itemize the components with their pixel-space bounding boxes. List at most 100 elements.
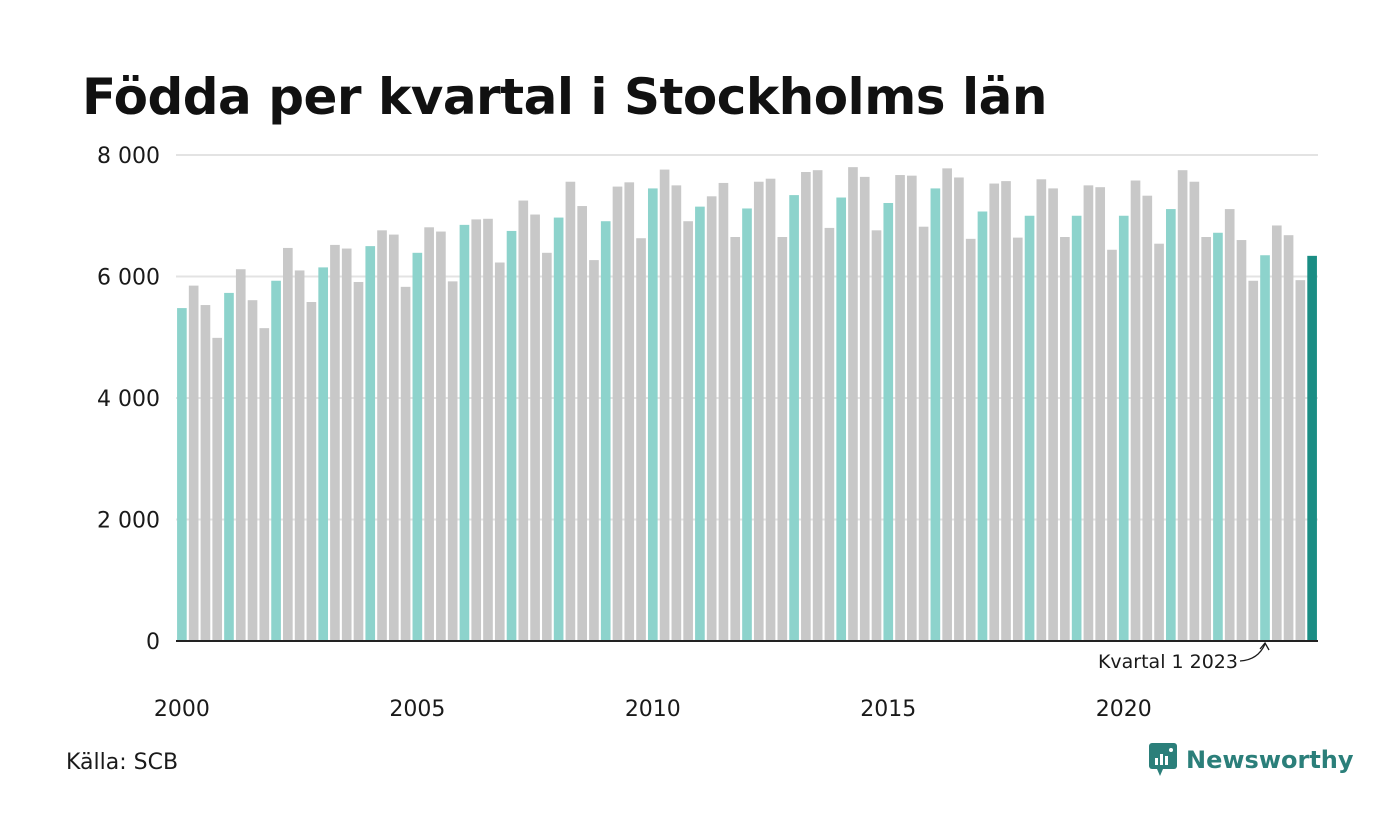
bar bbox=[1071, 215, 1082, 641]
x-tick-label: 2015 bbox=[860, 697, 916, 722]
bar bbox=[1083, 185, 1094, 641]
x-tick-label: 2005 bbox=[389, 697, 445, 722]
bar bbox=[494, 262, 505, 641]
bar bbox=[330, 244, 340, 641]
bar bbox=[1248, 280, 1259, 641]
bar bbox=[506, 230, 517, 641]
bar bbox=[906, 175, 917, 641]
bar bbox=[424, 227, 434, 642]
y-tick-label: 4 000 bbox=[97, 387, 160, 412]
bar bbox=[1201, 237, 1211, 641]
bar bbox=[471, 219, 482, 641]
y-tick-label: 8 000 bbox=[97, 144, 160, 169]
bar bbox=[447, 281, 458, 641]
bars bbox=[177, 167, 1317, 642]
bar bbox=[247, 300, 258, 641]
bar bbox=[271, 280, 281, 641]
bar bbox=[377, 230, 387, 641]
bar bbox=[883, 202, 894, 641]
bar bbox=[824, 227, 835, 641]
bar bbox=[659, 169, 670, 641]
bar bbox=[306, 302, 317, 641]
bar bbox=[836, 197, 847, 641]
bar bbox=[848, 167, 858, 641]
bar bbox=[930, 188, 941, 641]
bar bbox=[777, 237, 788, 641]
bar bbox=[1189, 181, 1200, 642]
bar bbox=[1118, 215, 1129, 641]
bar bbox=[212, 337, 223, 641]
bar bbox=[1260, 255, 1270, 642]
bar bbox=[1107, 249, 1117, 641]
bar bbox=[1048, 188, 1058, 641]
bar bbox=[789, 195, 799, 641]
bar bbox=[918, 226, 929, 641]
bar bbox=[624, 182, 635, 641]
x-tick-label: 2020 bbox=[1096, 697, 1152, 722]
bar bbox=[1154, 243, 1164, 641]
bar bbox=[600, 221, 611, 641]
brand-name: Newsworthy bbox=[1186, 746, 1354, 774]
y-tick-label: 0 bbox=[146, 630, 160, 655]
bar bbox=[283, 247, 293, 641]
bar bbox=[483, 218, 493, 641]
bar bbox=[318, 267, 328, 641]
bar bbox=[954, 177, 964, 642]
newsworthy-logo-icon bbox=[1149, 743, 1177, 776]
bar bbox=[1213, 232, 1223, 641]
bar bbox=[259, 328, 270, 641]
bar bbox=[365, 246, 376, 641]
bar bbox=[577, 206, 588, 641]
bar bbox=[518, 200, 529, 641]
bar bbox=[200, 305, 211, 641]
bar bbox=[742, 208, 752, 641]
brand[interactable]: Newsworthy bbox=[1148, 742, 1354, 778]
bar bbox=[612, 186, 623, 641]
bar bbox=[671, 185, 682, 641]
bar bbox=[1024, 215, 1035, 641]
bar bbox=[553, 217, 564, 641]
annotation-arrowhead bbox=[1259, 641, 1270, 651]
bar bbox=[565, 181, 576, 642]
bar-chart: 0 2 000 4 000 6 000 8 000 2000 2005 2010 2015 202… bbox=[97, 144, 1318, 722]
bar bbox=[636, 238, 646, 642]
bar bbox=[706, 196, 717, 641]
bar bbox=[1036, 179, 1047, 642]
source-label: Källa: SCB bbox=[66, 750, 179, 775]
bar bbox=[871, 230, 882, 641]
bar bbox=[1130, 180, 1141, 641]
bar bbox=[177, 308, 187, 641]
bar bbox=[812, 170, 823, 641]
bar bbox=[400, 286, 411, 641]
bar bbox=[942, 168, 952, 642]
y-tick-label: 2 000 bbox=[97, 509, 160, 534]
bar bbox=[224, 292, 234, 641]
bar bbox=[459, 224, 470, 642]
bar bbox=[1283, 235, 1294, 641]
bar bbox=[235, 269, 246, 641]
bar bbox=[895, 175, 905, 642]
bar bbox=[965, 238, 976, 641]
bar bbox=[1095, 187, 1106, 641]
bar bbox=[436, 231, 446, 642]
bar bbox=[718, 182, 729, 641]
bar bbox=[294, 270, 305, 641]
bar bbox=[1224, 209, 1235, 641]
bar bbox=[589, 260, 599, 641]
bar bbox=[695, 206, 705, 641]
bar bbox=[412, 252, 423, 641]
annotation-label: Kvartal 1 2023 bbox=[1098, 651, 1238, 673]
bar bbox=[341, 248, 352, 641]
annotation: Kvartal 1 2023 bbox=[1098, 641, 1270, 673]
bar bbox=[989, 183, 1000, 642]
bar bbox=[1177, 170, 1188, 641]
y-tick-label: 6 000 bbox=[97, 266, 160, 291]
bar bbox=[353, 281, 364, 641]
bar bbox=[753, 181, 764, 642]
axes: 0 2 000 4 000 6 000 8 000 2000 2005 2010 2015 202… bbox=[97, 144, 1318, 722]
bar bbox=[542, 252, 552, 641]
bar bbox=[1001, 181, 1011, 641]
bar bbox=[801, 172, 811, 641]
bar bbox=[977, 211, 988, 641]
x-tick-label: 2010 bbox=[625, 697, 681, 722]
